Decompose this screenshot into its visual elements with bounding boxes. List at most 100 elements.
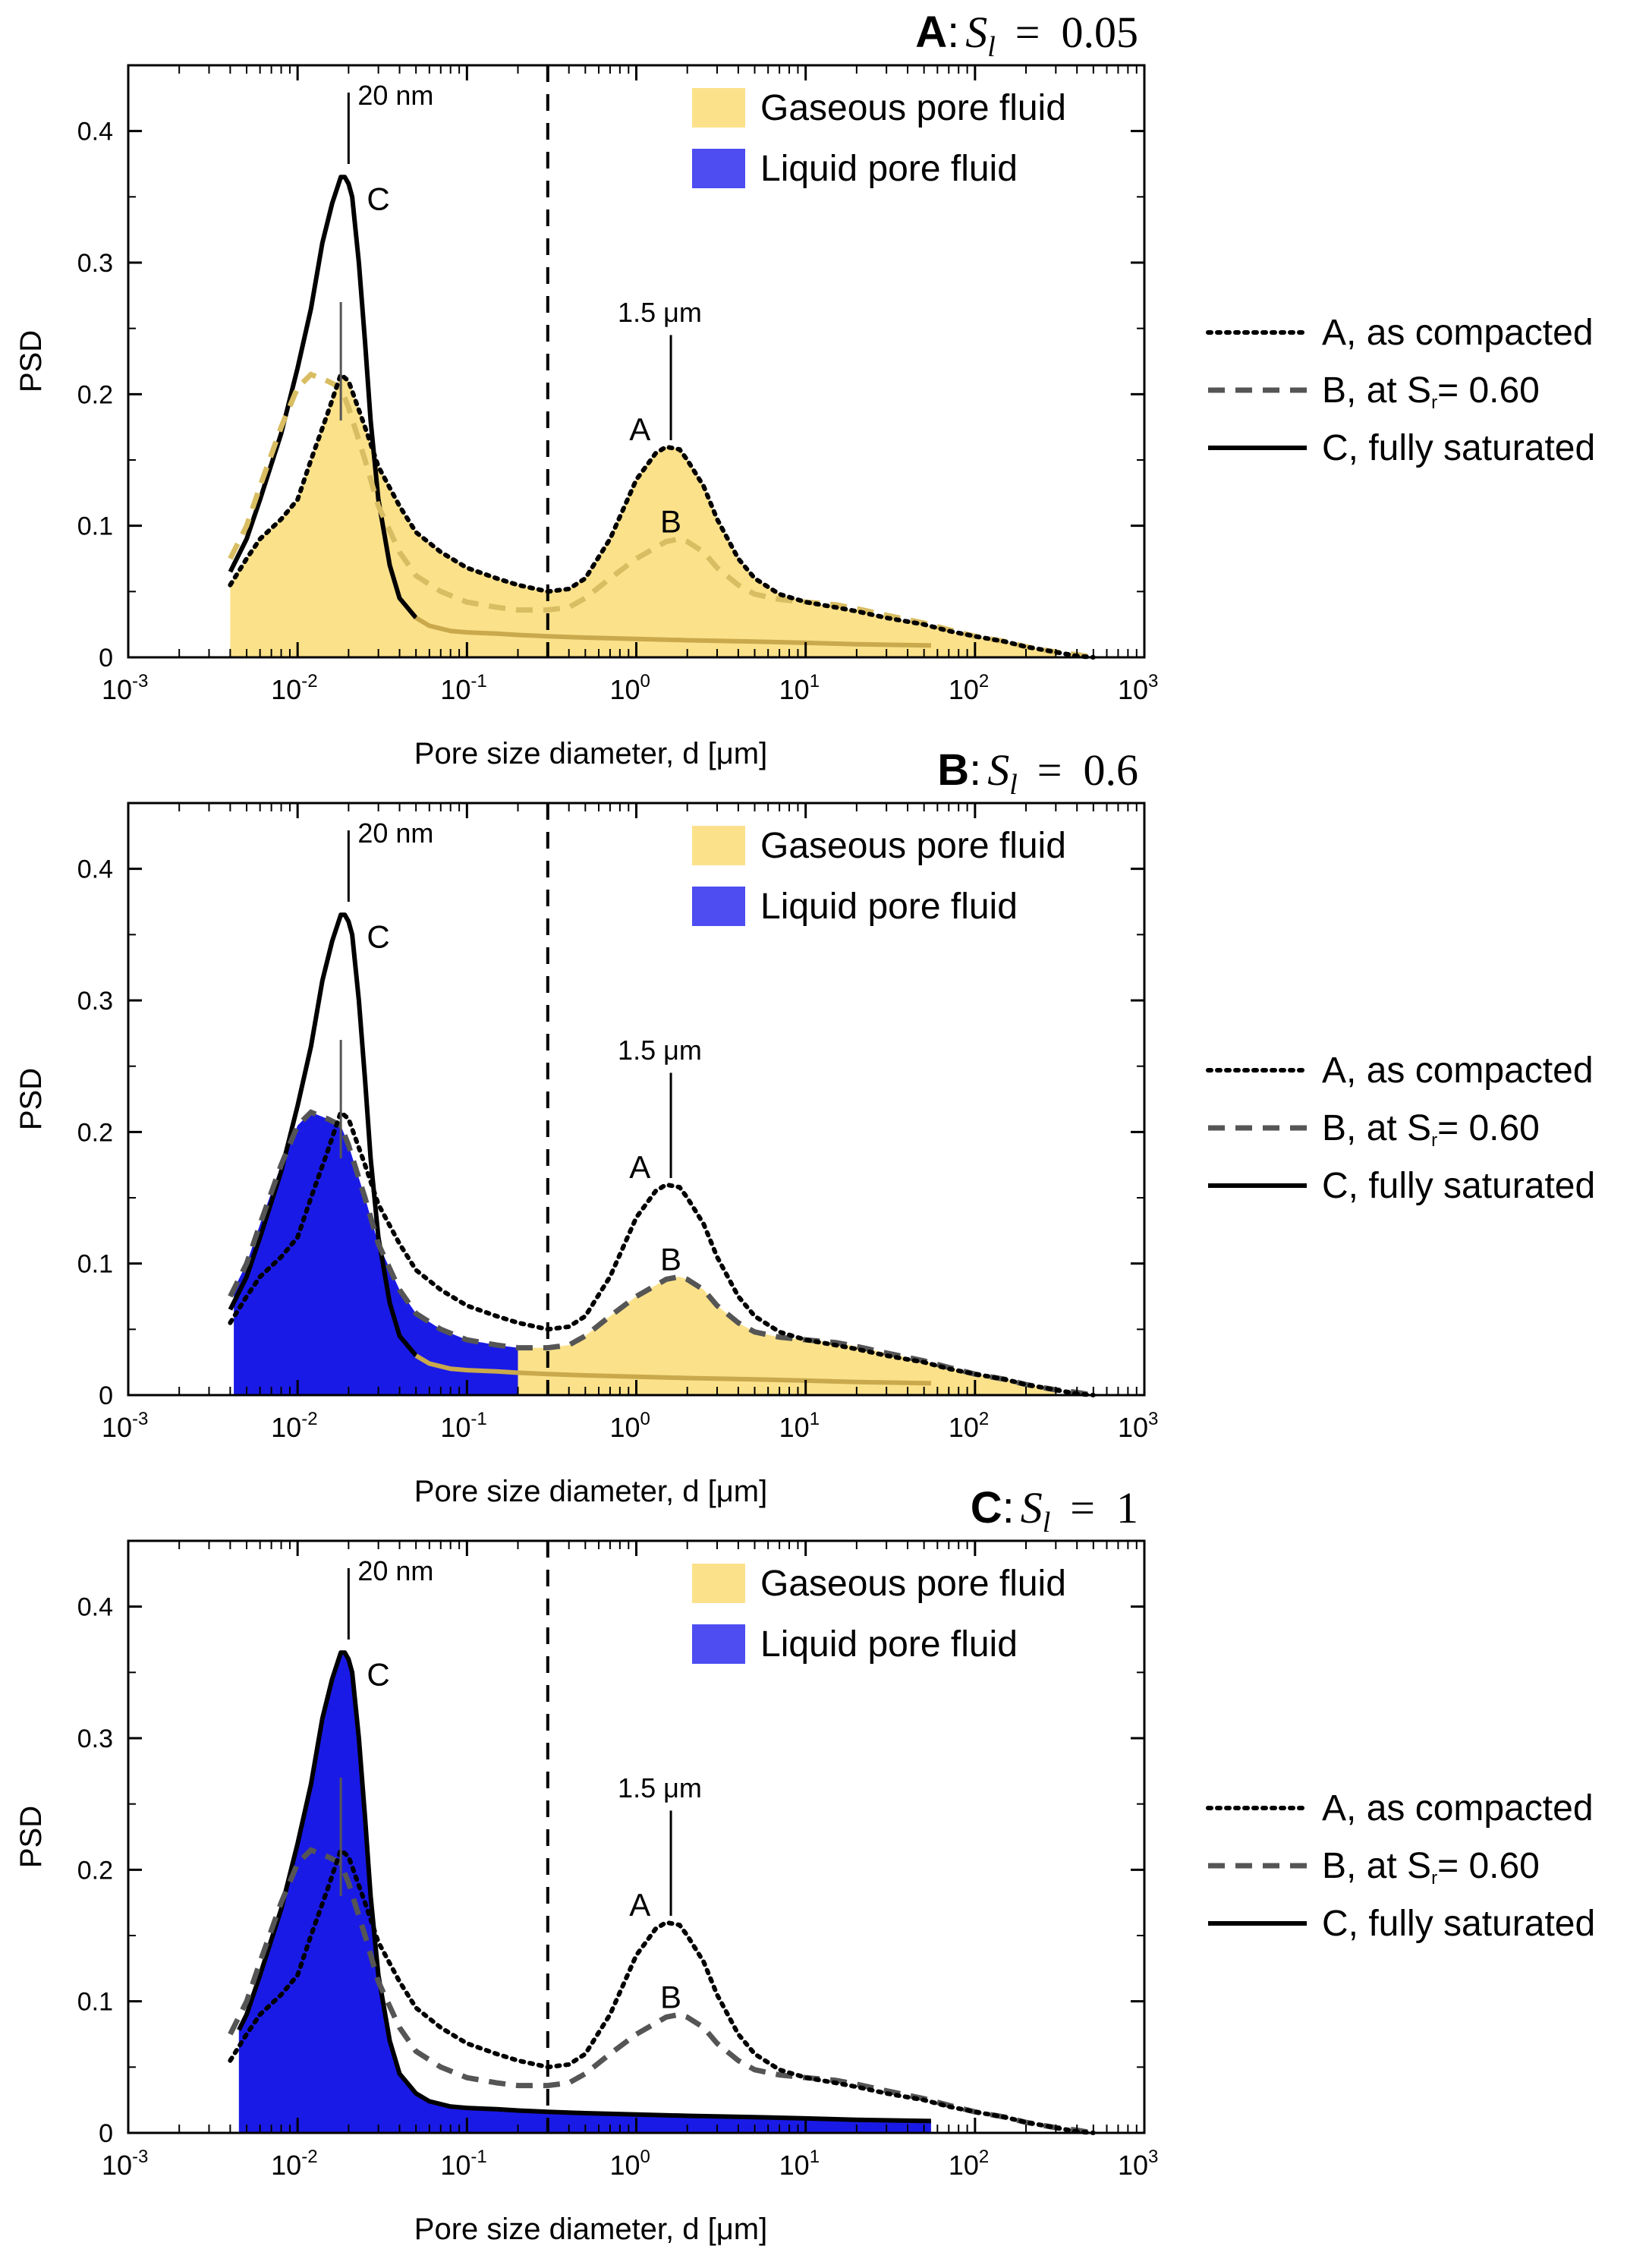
label-c: C [367, 181, 389, 217]
x-tick-label: 100 [610, 671, 650, 705]
x-tick-label: 103 [1118, 1409, 1158, 1443]
x-tick-label: 10-1 [440, 671, 486, 705]
x-tick-base: 10 [102, 674, 132, 705]
peak-large-label: 1.5 μm [618, 1035, 702, 1066]
x-tick-exponent: 1 [810, 2147, 820, 2167]
panel-title: A: Sl = 0.05 [915, 8, 1138, 63]
x-axis-label: Pore size diameter, d [μm] [414, 737, 767, 770]
panel-title-sep: : [1002, 1483, 1015, 1532]
x-tick-exponent: -3 [132, 1409, 148, 1429]
x-axis-label: Pore size diameter, d [μm] [414, 2213, 767, 2246]
panel-title-letter: A [915, 8, 947, 57]
x-tick-exponent: 2 [979, 1409, 989, 1429]
panel-title: B: Sl = 0.6 [937, 745, 1138, 801]
x-tick-label: 10-2 [271, 671, 317, 705]
legend-a-label: A, as compacted [1322, 313, 1594, 353]
legend-gaseous-swatch [692, 826, 745, 865]
x-tick-exponent: 0 [640, 2147, 650, 2167]
x-tick-base: 10 [440, 2150, 470, 2181]
x-tick-base: 10 [102, 1412, 132, 1443]
x-tick-label: 10-2 [271, 1409, 317, 1443]
legend-gaseous-label: Gaseous pore fluid [760, 88, 1066, 128]
x-tick-exponent: 3 [1148, 2147, 1158, 2167]
x-tick-base: 10 [271, 2150, 301, 2181]
y-tick-label: 0 [99, 644, 113, 673]
panel-title-sub: l [987, 31, 996, 63]
legend-a-label: A, as compacted [1322, 1051, 1594, 1091]
y-tick-label: 0.3 [77, 1725, 113, 1753]
legend-b-sub: r [1431, 392, 1437, 413]
y-axis-label: PSD [14, 1068, 48, 1130]
peak-large-label: 1.5 μm [618, 1772, 702, 1803]
x-tick-label: 102 [949, 671, 989, 705]
x-axis-label: Pore size diameter, d [μm] [414, 1475, 767, 1508]
legend-c-label: C, fully saturated [1322, 1166, 1595, 1206]
panel-b: 00.10.20.30.410-3 10-2 10-1 100 101 102 103Por… [14, 745, 1595, 1508]
legend-liquid-swatch [692, 149, 745, 188]
panel-title-sub: l [1043, 1507, 1051, 1539]
x-tick-base: 10 [271, 1412, 301, 1443]
y-axis-label: PSD [14, 330, 48, 392]
x-tick-label: 100 [610, 2147, 650, 2181]
peak-small-label: 20 nm [357, 817, 433, 849]
panel-title-value: 1 [1116, 1483, 1138, 1532]
series-c-tail [414, 1353, 931, 1386]
x-tick-exponent: 3 [1148, 671, 1158, 691]
label-b: B [660, 1241, 681, 1277]
y-tick-label: 0.2 [77, 1118, 113, 1147]
label-c: C [367, 919, 389, 955]
legend-a-label: A, as compacted [1322, 1788, 1594, 1829]
panel-title-sep: : [947, 8, 959, 57]
y-tick-label: 0.1 [77, 1988, 113, 2017]
x-tick-base: 10 [271, 674, 301, 705]
legend-b-sub: r [1431, 1868, 1437, 1888]
legend-liquid-swatch [692, 1624, 745, 1664]
legend-b-value: = 0.60 [1437, 370, 1540, 411]
x-tick-exponent: 2 [979, 2147, 989, 2167]
x-tick-label: 101 [779, 671, 820, 705]
panel-c: 00.10.20.30.410-3 10-2 10-1 100 101 102 103Por… [14, 1483, 1595, 2246]
x-tick-base: 10 [949, 2150, 979, 2181]
x-tick-base: 10 [949, 1412, 979, 1443]
legend-liquid-swatch [692, 887, 745, 926]
legend-b-label: B, at Sr= 0.60 [1322, 370, 1540, 413]
peak-large-label: 1.5 μm [618, 297, 702, 328]
x-tick-exponent: -1 [470, 2147, 486, 2167]
y-tick-label: 0.1 [77, 512, 113, 541]
label-b: B [660, 503, 681, 539]
legend-b-text: B, at S [1322, 370, 1431, 411]
x-tick-label: 10-2 [271, 2147, 317, 2181]
y-axis-label: PSD [14, 1806, 48, 1868]
legend-gaseous-swatch [692, 1564, 745, 1603]
label-a: A [629, 411, 650, 447]
peak-small-label: 20 nm [357, 80, 433, 111]
x-tick-exponent: -1 [470, 671, 486, 691]
panel-a: 00.10.20.30.410-3 10-2 10-1 100 101 102 103Por… [14, 8, 1595, 770]
y-tick-label: 0.1 [77, 1250, 113, 1279]
x-tick-exponent: 3 [1148, 1409, 1158, 1429]
legend-gaseous-swatch [692, 88, 745, 128]
series-c-tail [414, 616, 931, 648]
panel-title-letter: C [971, 1483, 1002, 1532]
panel-title-var: S [1021, 1483, 1043, 1532]
panel-title-letter: B [937, 745, 969, 795]
legend-b-value: = 0.60 [1437, 1846, 1540, 1886]
legend-gaseous-label: Gaseous pore fluid [760, 826, 1066, 866]
label-b: B [660, 1979, 681, 2014]
x-tick-base: 10 [779, 674, 810, 705]
panel-title-value: 0.05 [1062, 8, 1139, 57]
panel-title-eq: = [1037, 745, 1062, 795]
x-tick-base: 10 [440, 674, 470, 705]
label-a: A [629, 1149, 650, 1185]
y-tick-label: 0.4 [77, 855, 113, 884]
panel-title-sep: : [969, 745, 981, 795]
x-tick-exponent: -3 [132, 2147, 148, 2167]
legend-b-sub: r [1431, 1130, 1437, 1151]
legend-c-label: C, fully saturated [1322, 1904, 1595, 1944]
legend-b-label: B, at Sr= 0.60 [1322, 1108, 1540, 1151]
x-tick-label: 101 [779, 2147, 820, 2181]
legend-c-label: C, fully saturated [1322, 428, 1595, 468]
panel-title-sub: l [1009, 769, 1018, 801]
x-tick-label: 10-1 [440, 1409, 486, 1443]
